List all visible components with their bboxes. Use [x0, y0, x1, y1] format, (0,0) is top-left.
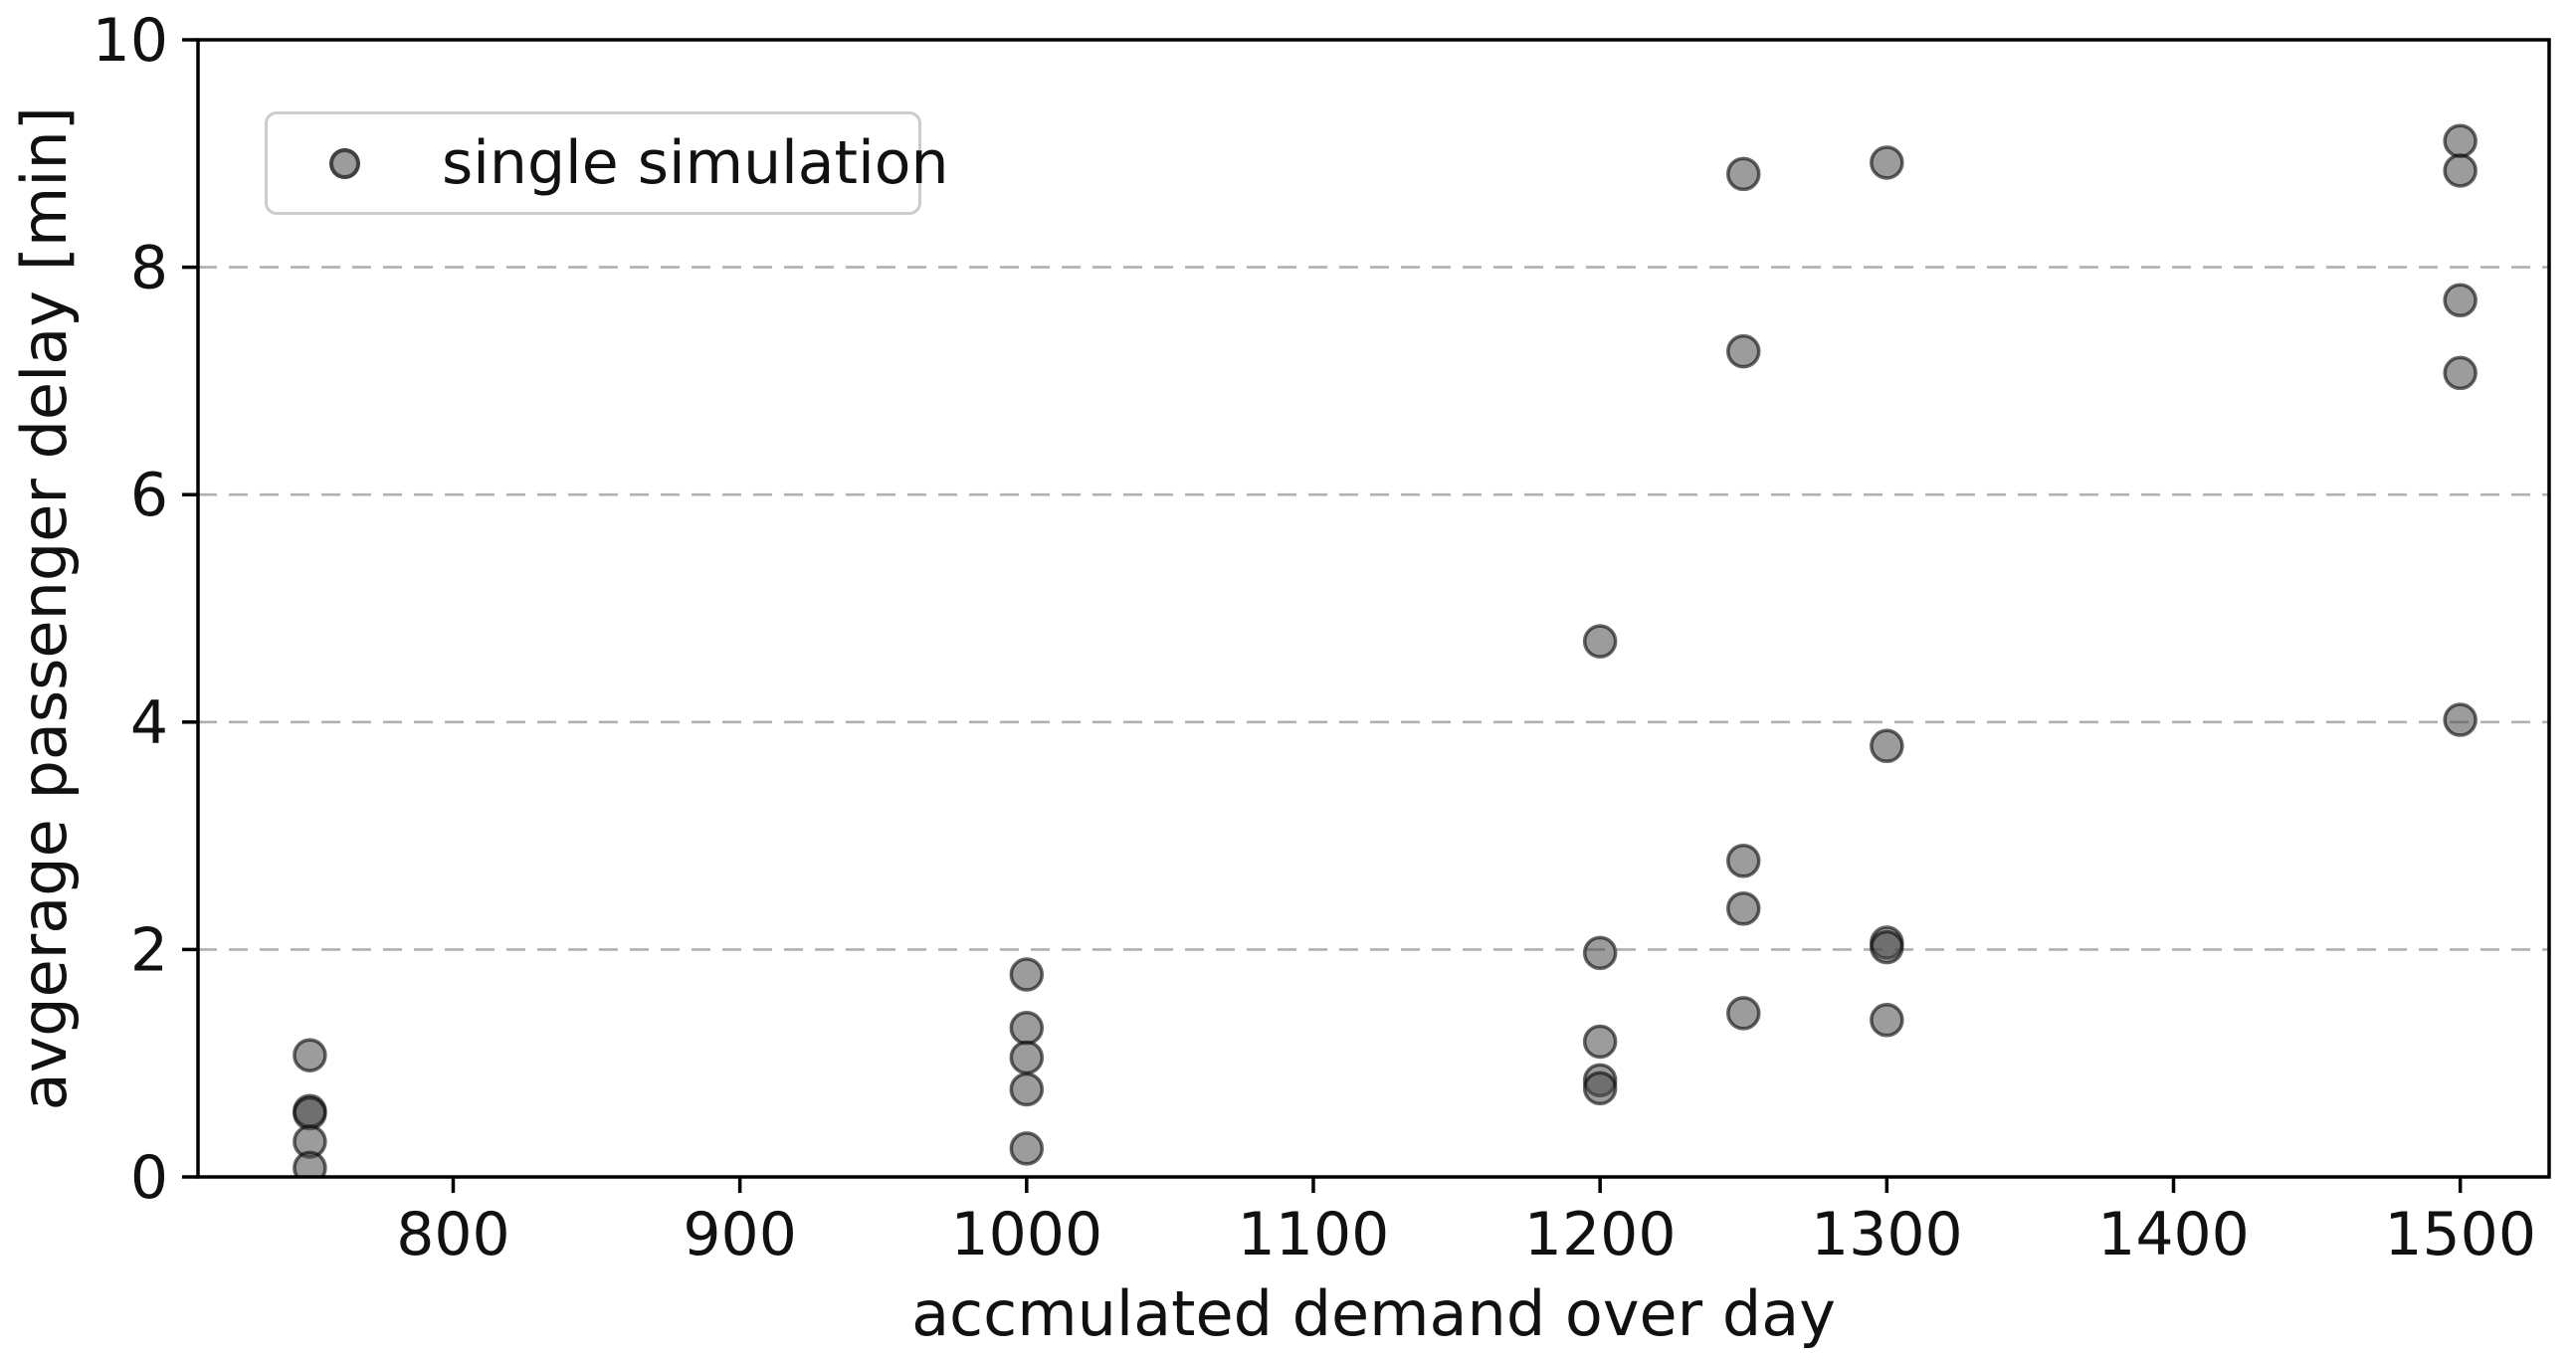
data-point [2443, 702, 2477, 737]
data-point [2443, 283, 2477, 317]
data-point [1009, 1040, 1045, 1075]
data-point [1009, 1131, 1045, 1166]
data-point [1870, 728, 1904, 764]
x-axis-label: accmulated demand over day [911, 1277, 1836, 1350]
scatter-points [293, 123, 2477, 1177]
data-point [1725, 996, 1761, 1031]
y-tick-label-10: 10 [93, 6, 168, 76]
data-point [1582, 935, 1618, 971]
x-tick-label-1000: 1000 [950, 1200, 1102, 1269]
x-tick-label-1300: 1300 [1811, 1200, 1963, 1269]
data-point [1582, 624, 1618, 659]
y-tick-label-0: 0 [130, 1143, 168, 1213]
data-point [1582, 1070, 1618, 1106]
y-tick-label-6: 6 [130, 461, 168, 530]
y-axis-label-wrap: avgerage passenger delay [min] [8, 40, 81, 1177]
x-tick-label-1500: 1500 [2384, 1200, 2536, 1269]
y-tick-label-8: 8 [130, 234, 168, 303]
x-tick-label-1200: 1200 [1524, 1200, 1677, 1269]
data-point [1725, 156, 1761, 192]
data-point [1009, 957, 1045, 992]
data-point [293, 1038, 327, 1072]
y-tick-label-4: 4 [130, 688, 168, 758]
data-point [1870, 145, 1904, 180]
data-point [293, 1150, 327, 1177]
data-point [1582, 1024, 1618, 1060]
data-point [2443, 153, 2477, 188]
data-point [1725, 333, 1761, 369]
data-point [1009, 1071, 1045, 1107]
data-point [1009, 1011, 1045, 1046]
data-point [1725, 843, 1761, 878]
x-tick-label-1100: 1100 [1238, 1200, 1390, 1269]
legend: single simulation [265, 111, 948, 215]
scatter-marker-icon [329, 147, 360, 179]
data-point [1870, 929, 1904, 965]
data-point [1870, 1003, 1904, 1038]
x-tick-label-800: 800 [396, 1200, 510, 1269]
data-point [2443, 355, 2477, 391]
legend-label: single simulation [442, 128, 949, 198]
plot-spines [196, 38, 2551, 1179]
data-point [2443, 123, 2477, 158]
x-tick-label-900: 900 [683, 1200, 797, 1269]
x-tick-label-1400: 1400 [2097, 1200, 2250, 1269]
data-point [293, 1095, 327, 1131]
y-tick-label-2: 2 [130, 915, 168, 985]
data-point [1725, 891, 1761, 926]
y-axis-label: avgerage passenger delay [min] [8, 105, 81, 1111]
